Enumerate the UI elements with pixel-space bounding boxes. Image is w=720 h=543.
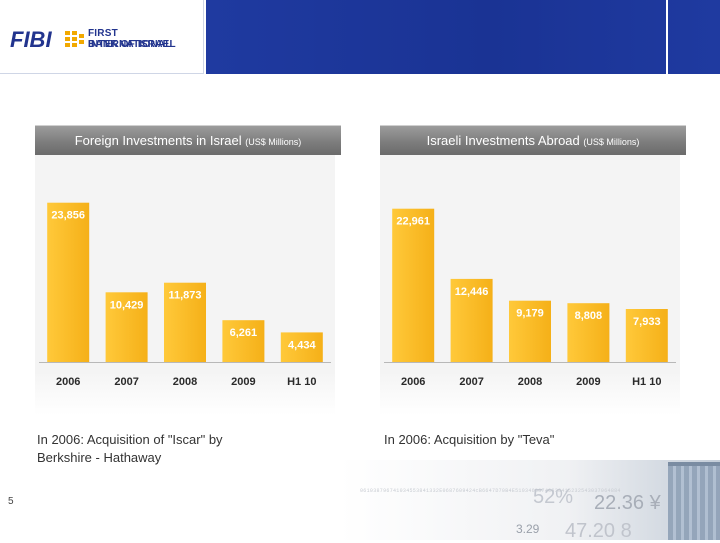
bar-2009: [222, 320, 265, 362]
footer-deco-small: 3.29: [516, 522, 540, 536]
chart-title: Israeli Investments Abroad: [426, 133, 580, 148]
building-image: [668, 462, 720, 540]
data-label: 22,961: [396, 216, 430, 228]
data-label: 11,873: [168, 290, 201, 302]
bar-h1-10: [280, 332, 323, 362]
chart-panel-abroad: Israeli Investments Abroad (US$ Millions…: [380, 125, 686, 415]
bar-chart-abroad: 22,961 2006 12,446 2007 9,179 2008 8,808 2009 7,…: [384, 208, 676, 388]
footer-deco-large: 47.20 8: [565, 520, 632, 542]
chart-title-bar: Israeli Investments Abroad (US$ Millions…: [380, 125, 686, 155]
data-label: 23,856: [51, 210, 85, 222]
data-label: 8,808: [575, 310, 603, 322]
page-number: 5: [8, 496, 14, 507]
footer-decoration: [340, 460, 720, 540]
bar-2007: [105, 292, 148, 362]
x-tick-label: 2007: [114, 376, 138, 388]
x-tick-label: 2006: [401, 376, 425, 388]
caption-line: In 2006: Acquisition of "Iscar" by: [37, 432, 223, 447]
chart-unit: (US$ Millions): [245, 137, 302, 147]
x-tick-label: 2007: [459, 376, 483, 388]
footer-deco-yen: 22.36 ¥: [594, 492, 661, 514]
chart-panel-foreign: Foreign Investments in Israel (US$ Milli…: [35, 125, 341, 415]
data-label: 9,179: [516, 308, 544, 320]
bar-2008: [164, 282, 206, 362]
fibi-emblem-icon: [65, 31, 84, 47]
bar-chart-foreign: 23,856 2006 10,429 2007 11,873 2008 6,261 2009 4…: [39, 202, 331, 388]
bar-2008: [509, 300, 551, 362]
x-tick-label: 2006: [56, 376, 80, 388]
data-label: 4,434: [288, 339, 316, 351]
logo-line-1: FIRST INTERNATIONAL: [88, 28, 172, 50]
bar-h1-10: [625, 309, 668, 362]
data-label: 12,446: [455, 286, 489, 298]
x-tick-label: 2008: [173, 376, 197, 388]
caption-abroad: In 2006: Acquisition by "Teva": [384, 431, 644, 449]
caption-line: Berkshire - Hathaway: [37, 450, 162, 465]
data-label: 6,261: [230, 327, 258, 339]
chart-title-bar: Foreign Investments in Israel (US$ Milli…: [35, 125, 341, 155]
caption-foreign: In 2006: Acquisition of "Iscar" by Berks…: [37, 431, 277, 467]
bar-2006: [392, 208, 435, 362]
logo-wordmark: FIBI: [10, 27, 52, 52]
building-roof: [668, 462, 720, 466]
bar-2006: [47, 202, 90, 362]
header-logo-area: FIBI FIRST INTERNATIONAL BANK OF ISRAEL: [0, 0, 204, 74]
data-label: 10,429: [110, 299, 144, 311]
bar-2009: [567, 303, 610, 362]
caption-line: In 2006: Acquisition by "Teva": [384, 432, 555, 447]
logo-line-2: BANK OF ISRAEL: [88, 39, 176, 50]
x-tick-label: 2009: [576, 376, 600, 388]
x-tick-label: H1 10: [632, 376, 661, 388]
x-tick-label: H1 10: [287, 376, 316, 388]
chart-unit: (US$ Millions): [583, 137, 640, 147]
header-band: [206, 0, 720, 74]
footer-deco-percent: 52%: [533, 486, 574, 508]
chart-title: Foreign Investments in Israel: [74, 133, 242, 148]
data-label: 7,933: [633, 316, 661, 328]
bar-2007: [450, 278, 493, 362]
x-tick-label: 2008: [518, 376, 542, 388]
header-divider: [666, 0, 668, 74]
x-tick-label: 2009: [231, 376, 255, 388]
footer-number-stream: 061038796741034553841332E0687609424cB664…: [360, 488, 621, 494]
